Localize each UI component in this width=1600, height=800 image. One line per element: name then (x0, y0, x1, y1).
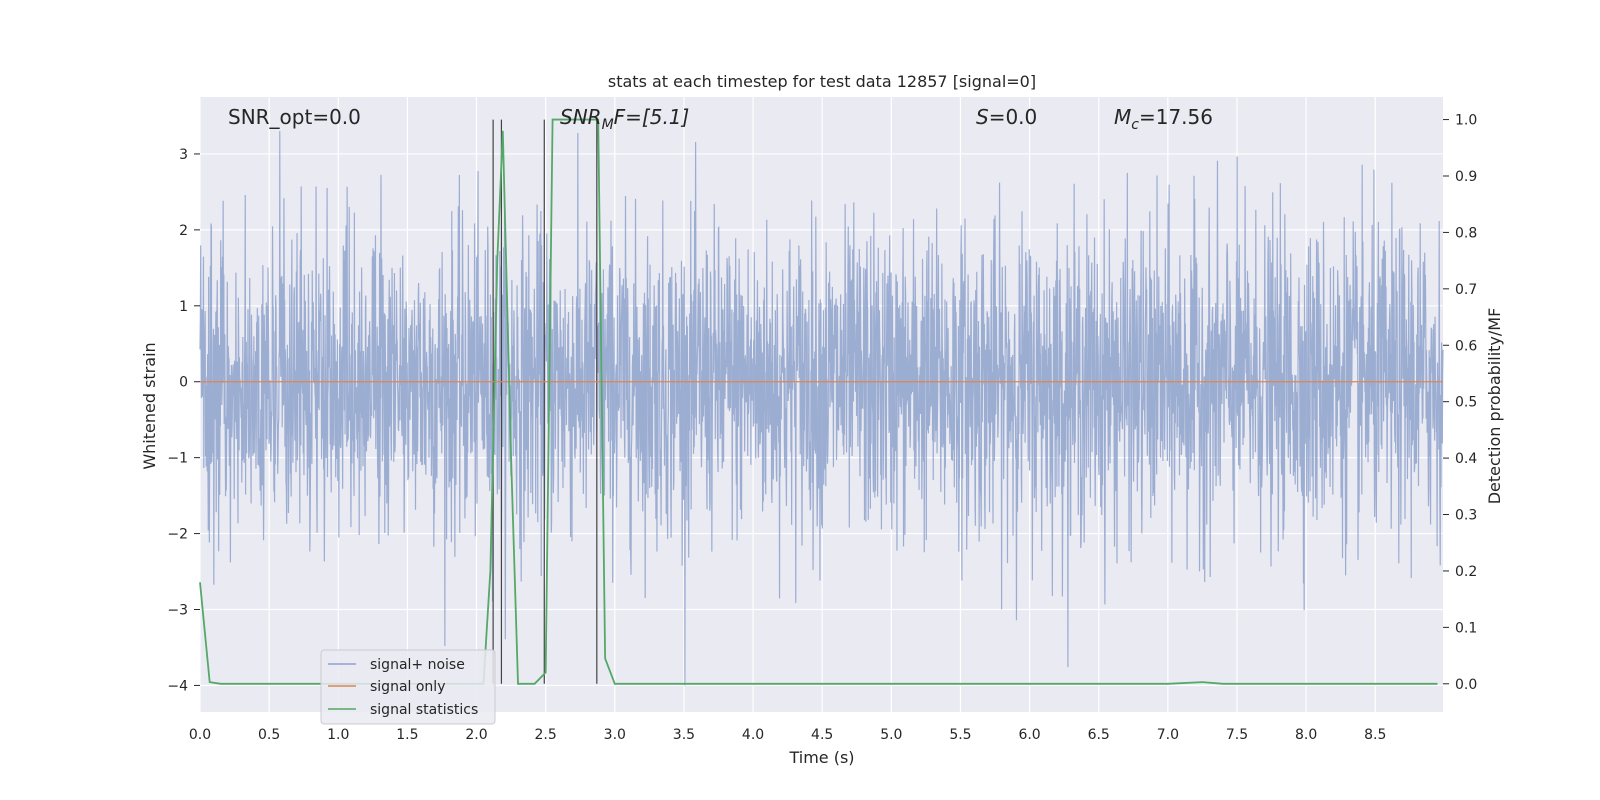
annotation-s: S=0.0 (976, 105, 1037, 129)
x-tick-label: 7.5 (1226, 727, 1248, 743)
y-left-tick-label: −3 (167, 603, 188, 619)
x-tick-label: 1.0 (327, 727, 349, 743)
mc-main: M (1114, 105, 1131, 129)
x-tick-label: 3.5 (673, 727, 695, 743)
y-left-tick-label: 0 (179, 375, 188, 391)
annotation-snr-mf: SNRMF=[5.1] (560, 105, 689, 133)
y-left-tick-label: −1 (167, 451, 188, 467)
annotation-snr-opt: SNR_opt=0.0 (228, 105, 361, 129)
x-tick-label: 0.5 (258, 727, 280, 743)
x-axis-ticks: 0.0 0.5 1.0 1.5 2.0 2.5 3.0 3.5 4.0 4.5 5.0 5.5 6.0 6… (189, 727, 1387, 743)
y-right-tick-label: 0.7 (1455, 282, 1477, 298)
x-tick-label: 6.0 (1018, 727, 1040, 743)
y-left-tick-label: 2 (179, 223, 188, 239)
y-left-axis-ticks: 3 2 1 0 −1 −2 −3 −4 (167, 147, 200, 694)
y-right-tick-label: 0.9 (1455, 169, 1477, 185)
x-tick-label: 5.0 (880, 727, 902, 743)
legend-label-signal-statistics: signal statistics (370, 702, 478, 718)
snr-mf-sub: M (602, 117, 614, 133)
x-tick-label: 2.5 (535, 727, 557, 743)
y-right-tick-label: 0.8 (1455, 225, 1477, 241)
x-tick-label: 4.0 (742, 727, 764, 743)
x-tick-label: 6.5 (1088, 727, 1110, 743)
line-signal-noise (199, 131, 1444, 686)
y-right-tick-label: 0.0 (1455, 677, 1477, 693)
x-tick-label: 2.0 (465, 727, 487, 743)
y-right-tick-label: 0.5 (1455, 395, 1477, 411)
y-right-tick-label: 0.4 (1455, 451, 1477, 467)
y-right-axis-ticks: 1.0 0.9 0.8 0.7 0.6 0.5 0.4 0.3 0.2 0.1 0.0 (1443, 113, 1477, 693)
y-left-tick-label: 1 (179, 299, 188, 315)
snr-mf-main: SNR (560, 105, 602, 129)
y-left-tick-label: −4 (167, 678, 188, 694)
annotation-mc: Mc=17.56 (1114, 105, 1213, 133)
y-right-axis-label: Detection probability/MF (1485, 308, 1504, 505)
y-right-tick-label: 0.6 (1455, 338, 1477, 354)
y-right-tick-label: 1.0 (1455, 113, 1477, 129)
snr-mf-rest: F=[5.1] (614, 105, 690, 129)
y-right-tick-label: 0.1 (1455, 620, 1477, 636)
legend-label-signal-noise: signal+ noise (370, 657, 465, 673)
y-right-tick-label: 0.2 (1455, 564, 1477, 580)
y-right-tick-label: 0.3 (1455, 508, 1477, 524)
legend: signal+ noise signal only signal statist… (320, 649, 496, 725)
y-left-tick-label: 3 (179, 147, 188, 163)
s-rest: =0.0 (989, 105, 1038, 129)
s-main: S (976, 105, 989, 129)
x-tick-label: 5.5 (949, 727, 971, 743)
x-tick-label: 4.5 (811, 727, 833, 743)
vertical-markers (492, 119, 598, 684)
legend-label-signal-only: signal only (370, 679, 445, 695)
y-left-axis-label: Whitened strain (140, 342, 159, 469)
x-tick-label: 7.0 (1157, 727, 1179, 743)
x-tick-label: 1.5 (396, 727, 418, 743)
chart-title: stats at each timestep for test data 128… (608, 72, 1036, 91)
y-left-tick-label: −2 (167, 527, 188, 543)
mc-sub: c (1131, 117, 1139, 133)
legend-box (320, 649, 496, 725)
series-signal-noise (199, 131, 1444, 686)
x-tick-label: 0.0 (189, 727, 211, 743)
mc-rest: =17.56 (1139, 105, 1213, 129)
x-axis-label: Time (s) (788, 748, 854, 767)
x-tick-label: 8.5 (1364, 727, 1386, 743)
x-tick-label: 8.0 (1295, 727, 1317, 743)
x-tick-label: 3.0 (604, 727, 626, 743)
